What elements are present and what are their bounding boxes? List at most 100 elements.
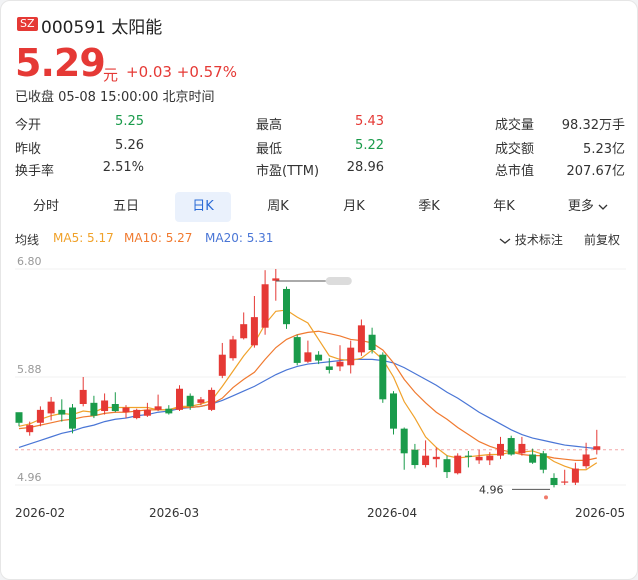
change-amount: +0.03 <box>126 63 172 81</box>
candle-body <box>454 455 462 474</box>
stock-name: 太阳能 <box>111 18 163 38</box>
candle-body <box>304 352 312 362</box>
more-label: 更多 <box>567 199 594 214</box>
stat-label: 今开 <box>15 118 42 133</box>
market-status: 已收盘 05-08 15:00:00 北京时间 <box>15 90 215 105</box>
candle-body <box>571 468 579 483</box>
candle-body <box>176 388 183 410</box>
candle-body <box>518 443 526 454</box>
candle-body <box>26 425 34 433</box>
candle-body <box>368 334 376 350</box>
k-line-chart[interactable]: 6.80 5.88 4.96 4.96 2026-02 2026-03 2026-04 202… <box>1 251 637 531</box>
candle-body <box>154 406 162 410</box>
candle-body <box>486 455 494 461</box>
candle-body <box>539 453 547 470</box>
candle-body <box>261 284 269 328</box>
candle-body <box>197 399 205 403</box>
low-annotation-label: 4.96 <box>479 483 504 496</box>
stat-label: 最高 <box>256 118 283 133</box>
stock-title: 000591 太阳能 <box>41 13 162 38</box>
candle-body <box>111 404 119 412</box>
period-tabs: 分时 五日 日K 周K 月K 季K 年K 更多 <box>15 192 625 222</box>
candle-body <box>240 324 248 339</box>
price-unit: 元 <box>103 66 119 84</box>
candle-body <box>432 456 440 460</box>
ma20-line <box>18 358 597 450</box>
current-price: 5.29 <box>15 41 106 85</box>
adjust-toggle[interactable]: 前复权 <box>584 233 621 247</box>
candle-body <box>336 361 344 367</box>
candle-body <box>593 446 601 450</box>
candle-body <box>400 428 408 454</box>
tab-minute[interactable]: 分时 <box>32 199 59 214</box>
candle-body <box>69 407 76 429</box>
x-tick-label: 2026-02 <box>15 506 65 520</box>
stat-value: 5.25 <box>115 114 144 129</box>
candle-body <box>347 347 355 366</box>
stock-code: 000591 <box>41 18 106 38</box>
chevron-down-icon <box>598 204 608 210</box>
candle-body <box>390 393 397 429</box>
stat-value: 207.67亿 <box>566 164 626 179</box>
market-badge: SZ <box>17 17 38 31</box>
candle-body <box>165 408 173 414</box>
candle-body <box>561 481 569 483</box>
candle-body <box>79 389 87 404</box>
tab-weekly-k[interactable]: 周K <box>267 199 289 214</box>
candle-body <box>47 401 55 414</box>
candle-body <box>550 477 558 485</box>
stat-value: 2.51% <box>102 160 144 175</box>
tab-daily-k[interactable]: 日K <box>175 192 231 222</box>
tech-annotation-label: 技术标注 <box>514 233 563 247</box>
price-change: +0.03 +0.57% <box>126 63 237 81</box>
high-annotation-label <box>325 277 352 285</box>
candle-body <box>475 456 483 461</box>
tab-more[interactable]: 更多 <box>553 192 623 222</box>
tab-quarterly-k[interactable]: 季K <box>418 199 440 214</box>
candle-body <box>122 407 130 413</box>
y-tick-label: 6.80 <box>17 255 42 268</box>
candle-body <box>293 337 301 363</box>
candle-body <box>379 354 387 400</box>
candle-body <box>497 443 504 456</box>
ma10-legend: MA10: 5.27 <box>124 231 193 245</box>
candle-body <box>250 317 258 346</box>
low-marker <box>544 495 548 500</box>
stat-label: 市盈(TTM) <box>256 164 320 179</box>
tab-monthly-k[interactable]: 月K <box>343 199 365 214</box>
candle-body <box>36 409 44 423</box>
stat-value: 98.32万手 <box>561 118 625 133</box>
candle-body <box>582 454 590 467</box>
candle-body <box>218 354 226 376</box>
candle-body <box>133 409 141 419</box>
candle-body <box>464 455 472 457</box>
stat-label: 成交额 <box>495 142 535 157</box>
x-tick-label: 2026-03 <box>149 506 199 520</box>
stat-label: 昨收 <box>15 142 42 157</box>
candle-body <box>186 395 194 407</box>
x-tick-label: 2026-04 <box>367 506 417 520</box>
candle-body <box>507 438 515 455</box>
candle-body <box>90 402 98 416</box>
x-tick-label: 2026-05 <box>575 506 625 520</box>
stat-label: 成交量 <box>495 118 535 133</box>
candle-body <box>422 455 430 466</box>
annotation-icon <box>499 237 511 244</box>
stat-label: 换手率 <box>15 164 55 179</box>
candle-body <box>529 454 537 463</box>
candle-body <box>229 339 237 359</box>
stat-value: 5.23亿 <box>583 142 625 157</box>
ma5-legend: MA5: 5.17 <box>53 231 114 245</box>
stat-value: 28.96 <box>346 160 384 175</box>
candle-body <box>283 288 290 325</box>
candle-body <box>15 412 23 423</box>
ma20-legend: MA20: 5.31 <box>205 231 274 245</box>
tab-five-day[interactable]: 五日 <box>112 199 139 214</box>
tab-yearly-k[interactable]: 年K <box>493 199 515 214</box>
tech-annotation-toggle[interactable]: 技术标注 <box>499 231 563 248</box>
y-tick-label: 4.96 <box>17 471 42 484</box>
candle-body <box>272 278 280 281</box>
candle-body <box>411 449 419 466</box>
candle-body <box>58 409 66 415</box>
